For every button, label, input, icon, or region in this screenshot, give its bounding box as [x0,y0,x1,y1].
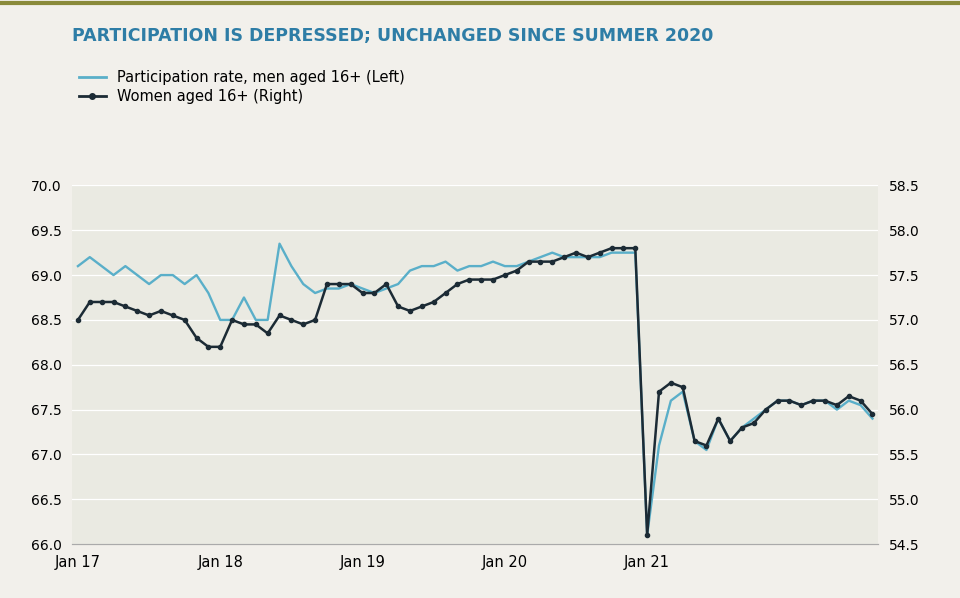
Legend: Participation rate, men aged 16+ (Left), Women aged 16+ (Right): Participation rate, men aged 16+ (Left),… [80,70,405,105]
Text: PARTICIPATION IS DEPRESSED; UNCHANGED SINCE SUMMER 2020: PARTICIPATION IS DEPRESSED; UNCHANGED SI… [72,27,713,45]
